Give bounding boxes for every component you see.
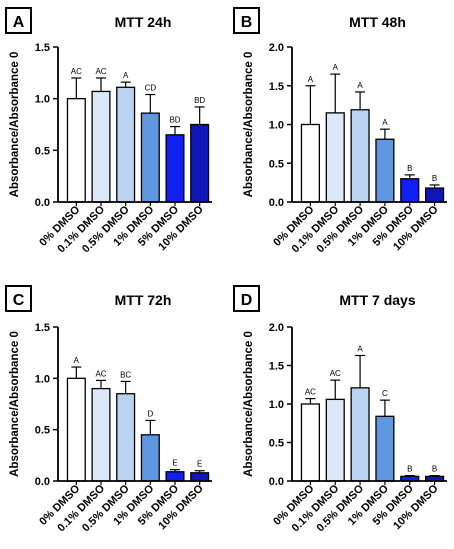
bar bbox=[91, 387, 111, 482]
significance-label: BD bbox=[194, 96, 205, 105]
significance-label: E bbox=[197, 460, 202, 469]
y-tick-label: 0.5 bbox=[269, 158, 284, 170]
significance-label: A bbox=[357, 344, 363, 353]
significance-label: E bbox=[172, 459, 177, 468]
y-tick-label: 2.0 bbox=[269, 42, 284, 54]
significance-label: AC bbox=[71, 67, 82, 76]
bar bbox=[325, 398, 345, 482]
y-tick-label: 1.0 bbox=[269, 399, 284, 411]
bar bbox=[116, 393, 136, 482]
y-tick-label: 1.0 bbox=[269, 120, 284, 132]
bar bbox=[424, 187, 445, 203]
bar bbox=[375, 415, 395, 482]
y-tick-label: 0.0 bbox=[269, 197, 284, 209]
y-tick-label: 0.5 bbox=[35, 425, 50, 437]
panel-label-box bbox=[5, 7, 32, 34]
bar bbox=[165, 471, 185, 482]
panel-a: A MTT 24h Absorbance/Absorbance 0 0.0 0.5 1.0… bbox=[5, 7, 212, 255]
y-tick-label: 0.5 bbox=[35, 145, 50, 157]
significance-label: B bbox=[432, 465, 437, 474]
bar bbox=[190, 123, 210, 203]
significance-label: CD bbox=[145, 84, 157, 93]
significance-label: B bbox=[432, 174, 437, 183]
bar bbox=[300, 403, 321, 482]
y-tick-label: 1.5 bbox=[269, 81, 284, 93]
significance-label: B bbox=[407, 465, 412, 474]
panel-label: D bbox=[241, 292, 253, 309]
bar bbox=[66, 377, 86, 482]
y-tick-label: 1.5 bbox=[35, 42, 50, 54]
y-tick-label: 0.0 bbox=[35, 197, 50, 209]
significance-label: A bbox=[357, 81, 363, 90]
panel-label-box bbox=[5, 285, 32, 312]
y-axis-label: Absorbance/Absorbance 0 bbox=[9, 331, 21, 477]
bar bbox=[66, 98, 86, 203]
significance-label: A bbox=[123, 71, 129, 80]
bar bbox=[165, 134, 185, 203]
chart-title: MTT 72h bbox=[115, 292, 172, 308]
panel-label: C bbox=[13, 292, 25, 309]
bar bbox=[300, 123, 321, 203]
significance-label: BD bbox=[169, 116, 180, 125]
chart-title: MTT 48h bbox=[349, 14, 406, 30]
bar bbox=[190, 472, 210, 482]
significance-label: C bbox=[382, 389, 388, 398]
y-axis-label: Absorbance/Absorbance 0 bbox=[243, 331, 255, 477]
bar bbox=[400, 178, 420, 203]
bar bbox=[350, 387, 370, 482]
significance-label: AC bbox=[305, 388, 316, 397]
bar bbox=[375, 138, 395, 203]
bar bbox=[325, 112, 345, 203]
panel-label: B bbox=[241, 14, 253, 31]
y-tick-label: 0.0 bbox=[35, 476, 50, 488]
bar bbox=[140, 434, 160, 482]
panel-c: C MTT 72h Absorbance/Absorbance 0 0.0 0.5 1.0… bbox=[5, 285, 212, 534]
y-tick-label: 1.5 bbox=[269, 361, 284, 373]
bar bbox=[350, 109, 370, 203]
significance-label: A bbox=[308, 75, 314, 84]
significance-label: B bbox=[407, 164, 412, 173]
y-tick-label: 1.0 bbox=[35, 373, 50, 385]
significance-label: BC bbox=[120, 370, 131, 379]
significance-label: AC bbox=[95, 369, 106, 378]
y-tick-label: 2.0 bbox=[269, 322, 284, 334]
significance-label: D bbox=[147, 409, 153, 418]
y-tick-label: 0.5 bbox=[269, 438, 284, 450]
y-tick-label: 0.0 bbox=[269, 476, 284, 488]
bar bbox=[140, 112, 160, 203]
chart-title: MTT 7 days bbox=[339, 292, 415, 308]
bar bbox=[91, 90, 111, 203]
panel-b: B MTT 48h Absorbance/Absorbance 0 0.0 0.5 1.0… bbox=[233, 7, 447, 255]
bar bbox=[116, 86, 136, 203]
y-axis-label: Absorbance/Absorbance 0 bbox=[243, 52, 255, 198]
panel-label-box bbox=[233, 7, 260, 34]
significance-label: AC bbox=[330, 369, 341, 378]
significance-label: AC bbox=[95, 67, 106, 76]
significance-label: A bbox=[333, 63, 339, 72]
y-axis-label: Absorbance/Absorbance 0 bbox=[9, 52, 21, 198]
panel-label: A bbox=[13, 14, 25, 31]
significance-label: A bbox=[74, 356, 80, 365]
y-tick-label: 1.5 bbox=[35, 322, 50, 334]
chart-title: MTT 24h bbox=[115, 14, 172, 30]
significance-label: A bbox=[382, 118, 388, 127]
y-tick-label: 1.0 bbox=[35, 94, 50, 106]
panel-d: D MTT 7 days Absorbance/Absorbance 0 0.0 0.5… bbox=[233, 285, 447, 534]
panel-label-box bbox=[233, 285, 260, 312]
